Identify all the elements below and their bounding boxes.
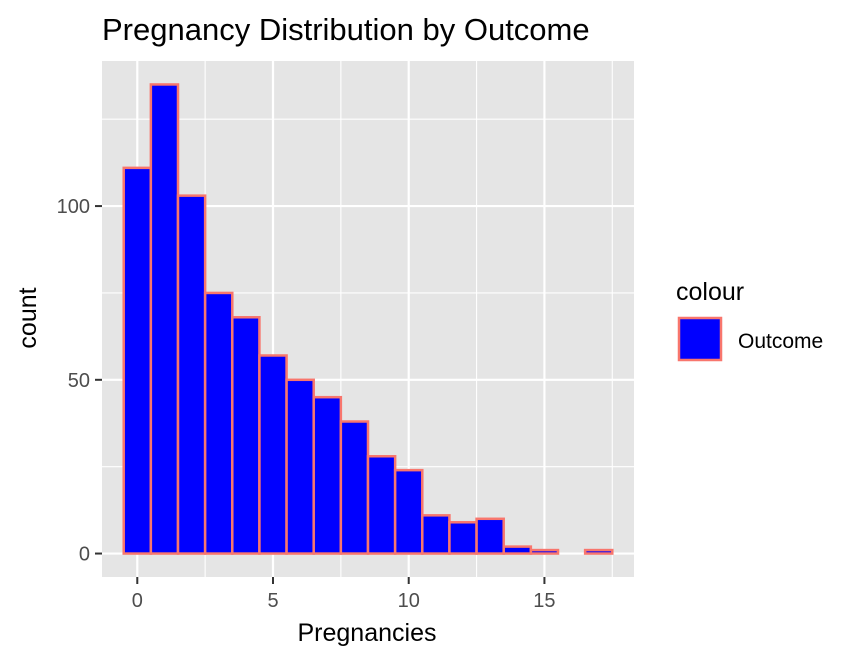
x-tick-label: 15 bbox=[533, 590, 555, 612]
histogram-bar bbox=[339, 420, 370, 555]
histogram-bar bbox=[231, 316, 261, 555]
chart-title: Pregnancy Distribution by Outcome bbox=[102, 12, 590, 47]
histogram-bar bbox=[421, 514, 451, 555]
y-axis-label: count bbox=[14, 287, 42, 348]
legend-key bbox=[677, 316, 723, 362]
histogram-bar bbox=[203, 291, 234, 555]
x-axis-label: Pregnancies bbox=[298, 619, 437, 647]
histogram-bar bbox=[448, 521, 478, 555]
histogram-bar bbox=[149, 83, 180, 555]
histogram-bar bbox=[176, 194, 207, 555]
legend-label-outcome: Outcome bbox=[738, 330, 823, 353]
legend-title: colour bbox=[676, 278, 744, 306]
y-tick-label: 50 bbox=[68, 370, 90, 392]
histogram-bar bbox=[258, 354, 288, 555]
histogram-bar bbox=[475, 517, 505, 555]
histogram-bar bbox=[312, 395, 343, 555]
y-tick-label: 0 bbox=[79, 544, 90, 566]
x-tick-label: 0 bbox=[132, 590, 143, 612]
histogram-bar bbox=[502, 545, 533, 555]
x-tick-label: 10 bbox=[398, 590, 420, 612]
axes: 0 5 10 15 0 50 100 bbox=[57, 196, 556, 612]
histogram-bar bbox=[583, 548, 614, 555]
x-tick-label: 5 bbox=[267, 590, 278, 612]
y-tick-label: 100 bbox=[57, 196, 90, 218]
histogram-bar bbox=[366, 455, 397, 555]
histogram-bar bbox=[529, 548, 560, 555]
histogram-bar bbox=[393, 468, 424, 555]
plot-panel bbox=[102, 61, 634, 577]
histogram-bar bbox=[285, 378, 315, 555]
legend: colour Outcome bbox=[676, 278, 823, 362]
histogram-bar bbox=[122, 166, 153, 555]
